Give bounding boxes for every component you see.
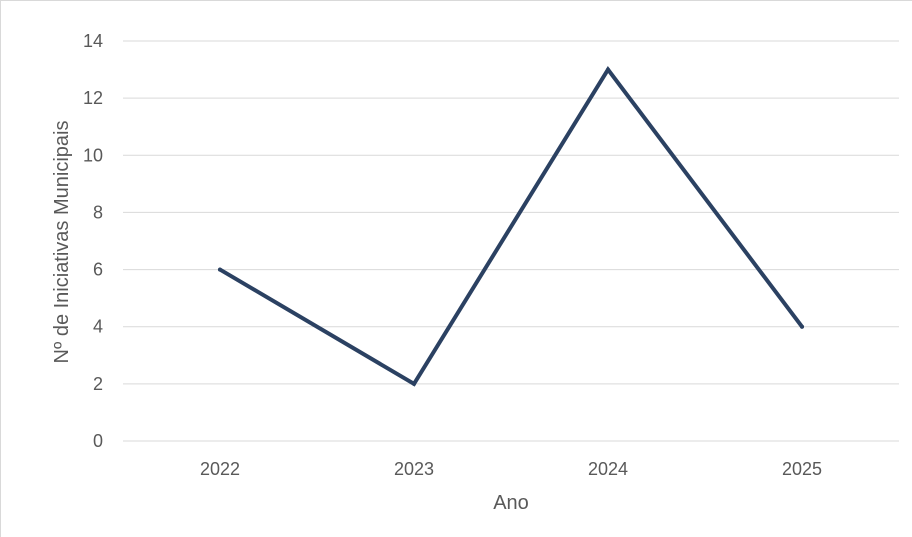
x-tick-label: 2024: [588, 459, 628, 479]
y-tick-label: 12: [83, 88, 103, 108]
data-point-2025: [800, 324, 804, 329]
y-tick-label: 2: [93, 374, 103, 394]
y-tick-label: 10: [83, 145, 103, 165]
data-point-2023: [412, 381, 416, 386]
x-tick-label: 2025: [782, 459, 822, 479]
y-tick-label: 8: [93, 202, 103, 222]
x-tick-label: 2022: [200, 459, 240, 479]
y-tick-label: 6: [93, 260, 103, 280]
x-tick-label: 2023: [394, 459, 434, 479]
y-axis-title: Nº de Iniciativas Municipais: [51, 121, 73, 364]
y-tick-label: 4: [93, 317, 103, 337]
series-line-0: [218, 66, 804, 387]
x-axis-title: Ano: [493, 492, 529, 514]
data-point-2022: [218, 267, 222, 272]
data-point-2024: [606, 67, 610, 72]
series-layer: [218, 66, 804, 387]
x-axis-ticks: 2022 2023 2024 2025: [200, 459, 822, 479]
y-tick-label: 14: [83, 31, 103, 51]
gridlines: [123, 40, 899, 442]
y-axis-ticks: 0 2 4 6 8 10 12 14: [83, 31, 103, 451]
y-tick-label: 0: [93, 431, 103, 451]
